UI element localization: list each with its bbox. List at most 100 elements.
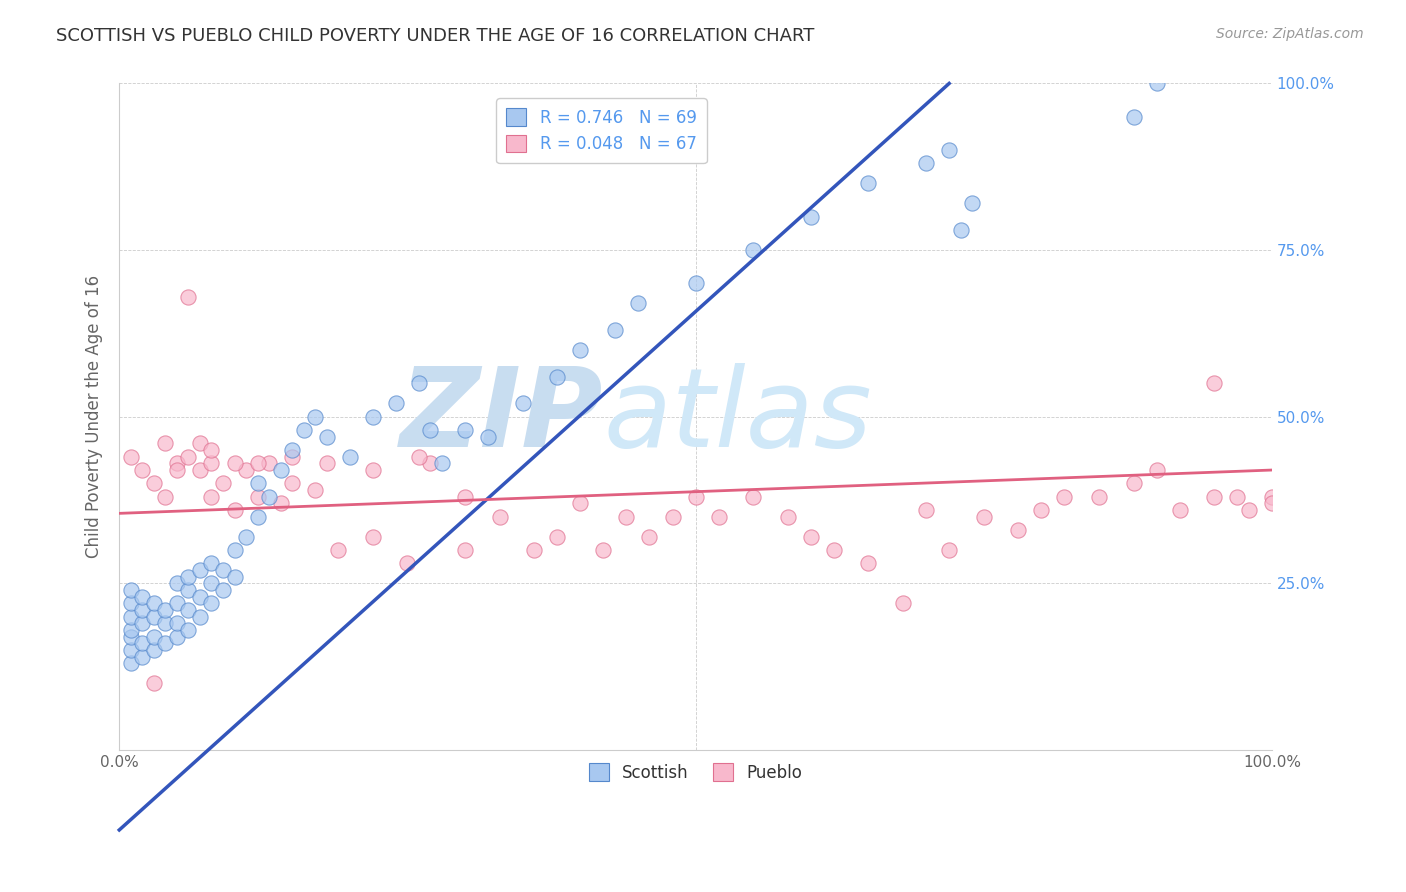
Point [142, 609, 165, 624]
Point [142, 596, 165, 610]
Point [166, 463, 188, 477]
Text: SCOTTISH VS PUEBLO CHILD POVERTY UNDER THE AGE OF 16 CORRELATION CHART: SCOTTISH VS PUEBLO CHILD POVERTY UNDER T… [56, 27, 814, 45]
Point [858, 557, 880, 571]
Point [1122, 476, 1144, 491]
Point [142, 476, 165, 491]
Point [823, 543, 845, 558]
Point [419, 456, 441, 470]
Point [281, 450, 304, 464]
Point [246, 476, 269, 491]
Point [177, 582, 200, 597]
Point [224, 570, 246, 584]
Point [1226, 490, 1249, 504]
Point [235, 463, 257, 477]
Point [1204, 490, 1226, 504]
Point [328, 543, 350, 558]
Point [131, 649, 153, 664]
Point [661, 509, 683, 524]
Point [1261, 496, 1284, 510]
Point [592, 543, 614, 558]
Point [915, 156, 938, 170]
Y-axis label: Child Poverty Under the Age of 16: Child Poverty Under the Age of 16 [86, 275, 103, 558]
Point [120, 623, 142, 637]
Point [569, 343, 592, 357]
Point [949, 223, 972, 237]
Point [200, 576, 222, 591]
Point [1053, 490, 1076, 504]
Point [177, 623, 200, 637]
Point [166, 456, 188, 470]
Point [200, 490, 222, 504]
Point [281, 443, 304, 458]
Point [477, 430, 499, 444]
Point [454, 543, 477, 558]
Point [188, 609, 211, 624]
Point [177, 450, 200, 464]
Point [142, 630, 165, 644]
Point [120, 450, 142, 464]
Point [304, 483, 326, 497]
Point [523, 543, 546, 558]
Point [315, 430, 337, 444]
Point [685, 277, 707, 291]
Point [638, 530, 661, 544]
Point [569, 496, 592, 510]
Point [257, 490, 280, 504]
Point [891, 596, 914, 610]
Point [1146, 77, 1168, 91]
Point [131, 636, 153, 650]
Point [1168, 503, 1191, 517]
Point [224, 503, 246, 517]
Point [142, 676, 165, 690]
Point [742, 490, 765, 504]
Point [419, 423, 441, 437]
Point [155, 603, 177, 617]
Point [120, 630, 142, 644]
Point [246, 456, 269, 470]
Point [270, 463, 292, 477]
Point [546, 530, 568, 544]
Point [454, 423, 477, 437]
Point [188, 463, 211, 477]
Point [938, 543, 960, 558]
Point [361, 463, 384, 477]
Point [155, 490, 177, 504]
Point [120, 582, 142, 597]
Point [339, 450, 361, 464]
Point [270, 496, 292, 510]
Point [188, 436, 211, 450]
Point [120, 596, 142, 610]
Point [200, 557, 222, 571]
Point [200, 443, 222, 458]
Point [212, 582, 235, 597]
Point [166, 576, 188, 591]
Point [188, 590, 211, 604]
Point [188, 563, 211, 577]
Text: ZIP: ZIP [399, 363, 603, 470]
Point [246, 490, 269, 504]
Text: Source: ZipAtlas.com: Source: ZipAtlas.com [1216, 27, 1364, 41]
Point [212, 476, 235, 491]
Point [385, 396, 408, 410]
Point [166, 616, 188, 631]
Point [304, 409, 326, 424]
Point [858, 177, 880, 191]
Point [512, 396, 534, 410]
Point [155, 436, 177, 450]
Point [488, 509, 510, 524]
Point [257, 456, 280, 470]
Point [800, 530, 823, 544]
Point [742, 243, 765, 257]
Point [454, 490, 477, 504]
Point [177, 290, 200, 304]
Point [200, 456, 222, 470]
Point [212, 563, 235, 577]
Point [1261, 490, 1284, 504]
Point [292, 423, 315, 437]
Point [155, 636, 177, 650]
Point [603, 323, 626, 337]
Point [627, 296, 650, 310]
Point [800, 210, 823, 224]
Point [1031, 503, 1053, 517]
Point [142, 643, 165, 657]
